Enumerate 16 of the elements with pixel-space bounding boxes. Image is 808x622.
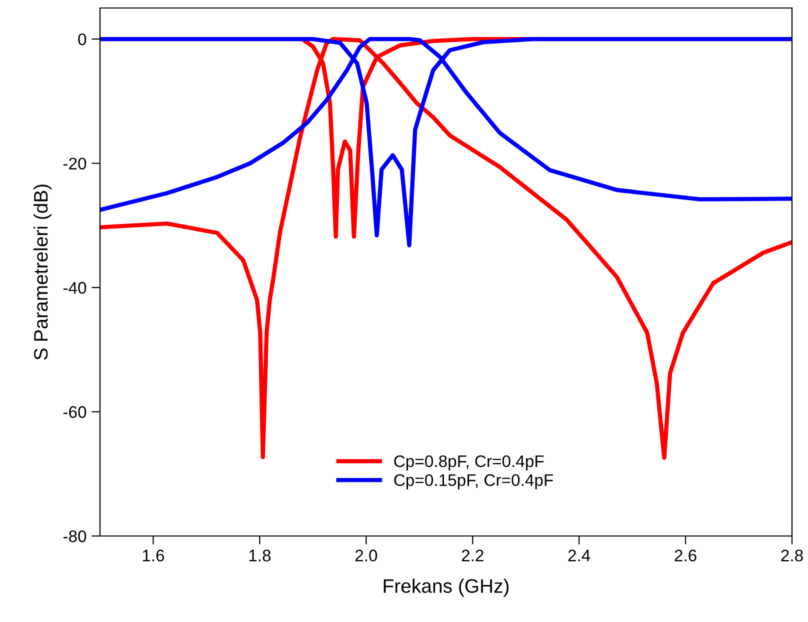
y-tick-label: -60	[63, 406, 86, 418]
x-tick-label: 1.8	[249, 550, 271, 562]
x-tick-label: 2.4	[568, 550, 590, 562]
y-tick-label: -20	[63, 158, 86, 170]
x-tick-label: 2.2	[462, 550, 484, 562]
x-tick-label: 2.0	[355, 550, 378, 562]
legend-label: Cp=0.8pF, Cr=0.4pF	[394, 455, 544, 470]
y-tick-label: -80	[63, 530, 86, 542]
x-tick-label: 2.8	[781, 550, 803, 562]
legend-label: Cp=0.15pF, Cr=0.4pF	[394, 474, 553, 490]
y-tick-label: 0	[78, 33, 86, 46]
x-axis-title: Frekans (GHz)	[384, 578, 509, 597]
y-tick-label: -40	[63, 282, 86, 294]
x-tick-label: 1.6	[142, 550, 164, 562]
y-axis-title: S Parametreleri (dB)	[33, 184, 52, 360]
x-tick-label: 2.6	[674, 550, 696, 562]
